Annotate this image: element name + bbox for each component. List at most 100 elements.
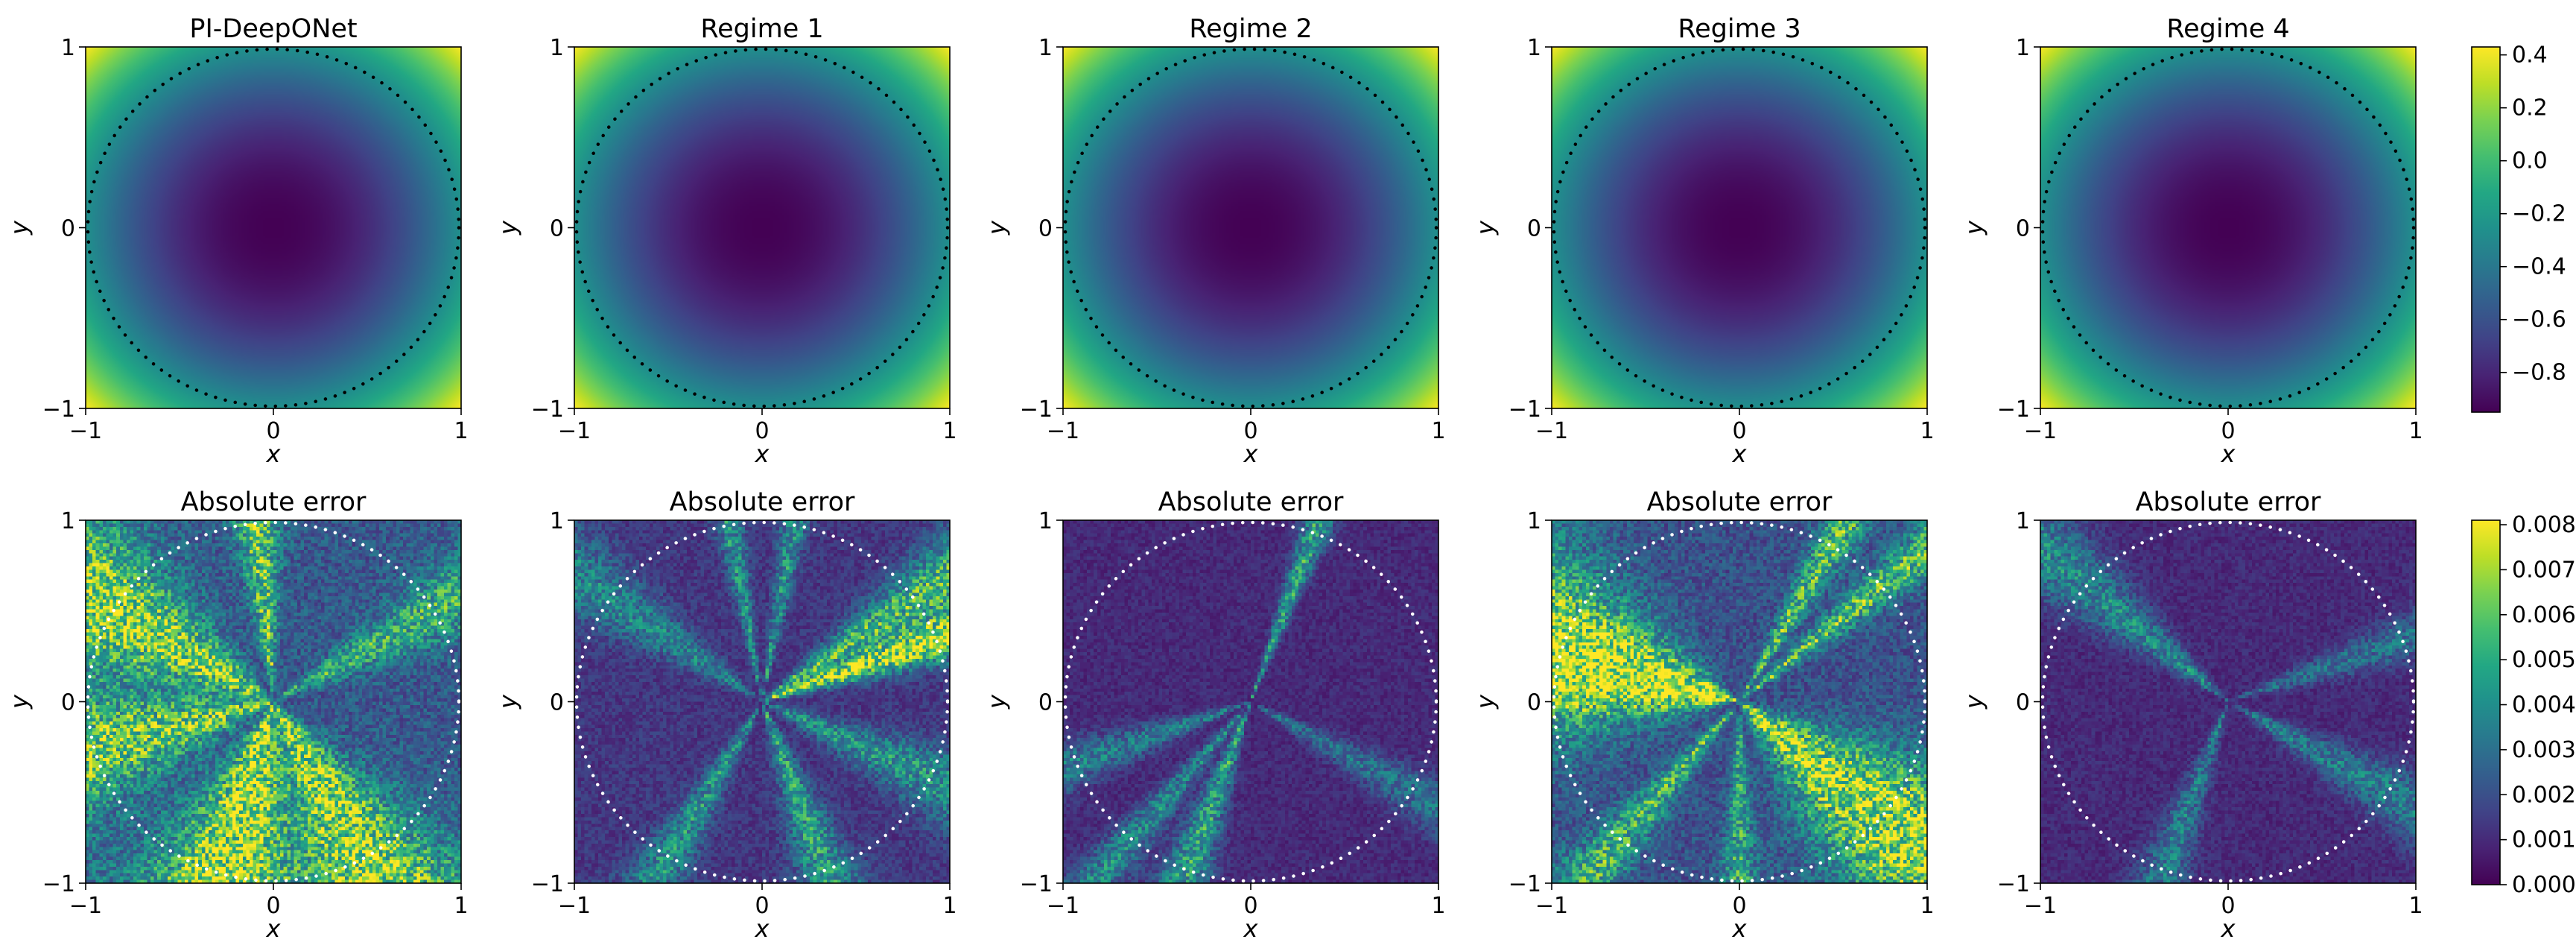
x-tick-label: −1 bbox=[1535, 893, 1568, 919]
y-axis-label: y bbox=[1960, 220, 1988, 236]
y-tick-label: 0 bbox=[1038, 216, 1053, 242]
y-tick-label: 0 bbox=[1527, 690, 1541, 716]
colorbar-gradient bbox=[2472, 47, 2500, 412]
colorbar-gradient bbox=[2472, 520, 2500, 885]
x-tick-label: 1 bbox=[942, 893, 957, 919]
panel-error-3: Absolute error −1 0 1 1 0 −1 x y bbox=[983, 487, 1446, 943]
unit-circle-overlay bbox=[86, 520, 461, 883]
y-tick-label: −1 bbox=[42, 871, 75, 897]
x-tick-label: 0 bbox=[1243, 418, 1257, 444]
x-tick-label: −1 bbox=[69, 893, 102, 919]
unit-circle-overlay bbox=[86, 47, 461, 408]
y-tick-label: −1 bbox=[42, 396, 75, 423]
colorbar-tick-label: 0.2 bbox=[2512, 95, 2548, 121]
y-tick-label: 0 bbox=[1038, 690, 1053, 716]
y-tick-label: 1 bbox=[61, 508, 75, 534]
y-tick-label: −1 bbox=[1509, 871, 1541, 897]
colorbar-solution: 0.4 0.2 0.0 −0.2 −0.4 −0.6 −0.8 bbox=[2471, 42, 2566, 413]
y-axis-label: y bbox=[5, 694, 34, 710]
y-tick-label: 1 bbox=[1527, 508, 1541, 534]
y-tick-label: 0 bbox=[1527, 216, 1541, 242]
x-axis-label: x bbox=[266, 914, 282, 943]
y-tick-label: −1 bbox=[1020, 871, 1053, 897]
colorbar-tick-label: 0.4 bbox=[2512, 42, 2548, 69]
y-tick-label: 0 bbox=[61, 216, 75, 242]
y-axis-label: y bbox=[983, 220, 1011, 236]
x-tick-label: 1 bbox=[454, 893, 468, 919]
colorbar-tick-label: 0.001 bbox=[2512, 827, 2576, 853]
panel-error-1: Absolute error −1 0 1 1 0 −1 x y bbox=[5, 487, 469, 943]
colorbar-tick-label: 0.003 bbox=[2512, 737, 2576, 763]
heatmap-image bbox=[1552, 520, 1927, 883]
colorbar-tick-label: −0.4 bbox=[2512, 254, 2566, 280]
colorbar-tick-label: −0.6 bbox=[2512, 307, 2566, 333]
unit-circle-overlay bbox=[1552, 520, 1927, 883]
unit-circle-overlay bbox=[1552, 47, 1927, 408]
panel-title: Regime 2 bbox=[1189, 14, 1312, 44]
x-tick-label: −1 bbox=[1047, 893, 1079, 919]
x-tick-label: −1 bbox=[2024, 893, 2057, 919]
x-tick-label: 0 bbox=[755, 893, 769, 919]
y-axis-label: y bbox=[1471, 694, 1500, 710]
panel-error-2: Absolute error −1 0 1 1 0 −1 x y bbox=[494, 487, 957, 943]
unit-circle-overlay bbox=[574, 520, 950, 883]
unit-circle-overlay bbox=[2040, 47, 2416, 408]
x-tick-label: 1 bbox=[2408, 418, 2423, 444]
x-axis-label: x bbox=[2221, 914, 2236, 943]
x-tick-label: 0 bbox=[266, 418, 280, 444]
y-tick-label: 1 bbox=[2016, 35, 2030, 61]
y-tick-label: −1 bbox=[1020, 396, 1053, 423]
panel-title: Absolute error bbox=[1158, 487, 1344, 517]
x-tick-label: 0 bbox=[1732, 418, 1746, 444]
x-tick-label: −1 bbox=[2024, 418, 2057, 444]
x-tick-label: 0 bbox=[266, 893, 280, 919]
x-tick-label: 0 bbox=[1732, 893, 1746, 919]
x-tick-label: 1 bbox=[942, 418, 957, 444]
panel-title: Regime 1 bbox=[700, 14, 823, 44]
panel-title: Absolute error bbox=[2136, 487, 2321, 517]
unit-circle-overlay bbox=[2040, 520, 2416, 883]
x-tick-label: −1 bbox=[558, 893, 591, 919]
colorbar-tick-label: 0.004 bbox=[2512, 692, 2576, 718]
y-tick-label: 1 bbox=[1527, 35, 1541, 61]
colorbar-tick-label: 0.006 bbox=[2512, 602, 2576, 628]
y-tick-label: 1 bbox=[550, 35, 564, 61]
colorbar-error: 0.008 0.007 0.006 0.005 0.004 0.003 0.002 0.001… bbox=[2471, 512, 2576, 898]
y-tick-label: 1 bbox=[550, 508, 564, 534]
colorbar-tick-label: 0.002 bbox=[2512, 782, 2576, 808]
y-axis-label: y bbox=[983, 694, 1011, 710]
y-tick-label: 0 bbox=[2016, 216, 2030, 242]
y-tick-label: 1 bbox=[1038, 508, 1053, 534]
x-axis-label: x bbox=[2221, 440, 2236, 468]
panel-solution-2: Regime 1 −1 0 1 1 0 −1 x y bbox=[494, 14, 957, 468]
colorbar-tick-label: −0.8 bbox=[2512, 360, 2566, 386]
panel-solution-4: Regime 3 −1 0 1 1 0 −1 x y bbox=[1471, 14, 1935, 468]
x-tick-label: 1 bbox=[2408, 893, 2423, 919]
heatmap-image bbox=[86, 520, 461, 883]
y-axis-label: y bbox=[494, 220, 522, 236]
heatmap-image bbox=[2040, 520, 2416, 883]
x-tick-label: −1 bbox=[558, 418, 591, 444]
panel-title: Regime 4 bbox=[2166, 14, 2289, 44]
heatmap-image bbox=[86, 47, 461, 408]
panel-error-5: Absolute error −1 0 1 1 0 −1 x y bbox=[1960, 487, 2423, 943]
x-tick-label: 0 bbox=[1243, 893, 1257, 919]
panel-solution-1: PI-DeepONet −1 0 1 1 0 −1 x y bbox=[5, 14, 469, 468]
colorbar-tick-label: 0.000 bbox=[2512, 872, 2576, 898]
x-tick-label: 1 bbox=[1431, 893, 1445, 919]
y-tick-label: −1 bbox=[1997, 396, 2030, 423]
panel-title: Absolute error bbox=[670, 487, 855, 517]
x-axis-label: x bbox=[1243, 914, 1259, 943]
y-axis-label: y bbox=[1960, 694, 1988, 710]
y-tick-label: 0 bbox=[550, 216, 564, 242]
y-tick-label: 0 bbox=[550, 690, 564, 716]
x-tick-label: 0 bbox=[755, 418, 769, 444]
x-tick-label: 0 bbox=[2221, 418, 2235, 444]
panel-solution-5: Regime 4 −1 0 1 1 0 −1 x y bbox=[1960, 14, 2423, 468]
colorbar-tick-label: 0.005 bbox=[2512, 647, 2576, 673]
unit-circle-overlay bbox=[574, 47, 950, 408]
y-axis-label: y bbox=[5, 220, 34, 236]
heatmap-image bbox=[1063, 47, 1438, 408]
y-tick-label: 0 bbox=[61, 690, 75, 716]
